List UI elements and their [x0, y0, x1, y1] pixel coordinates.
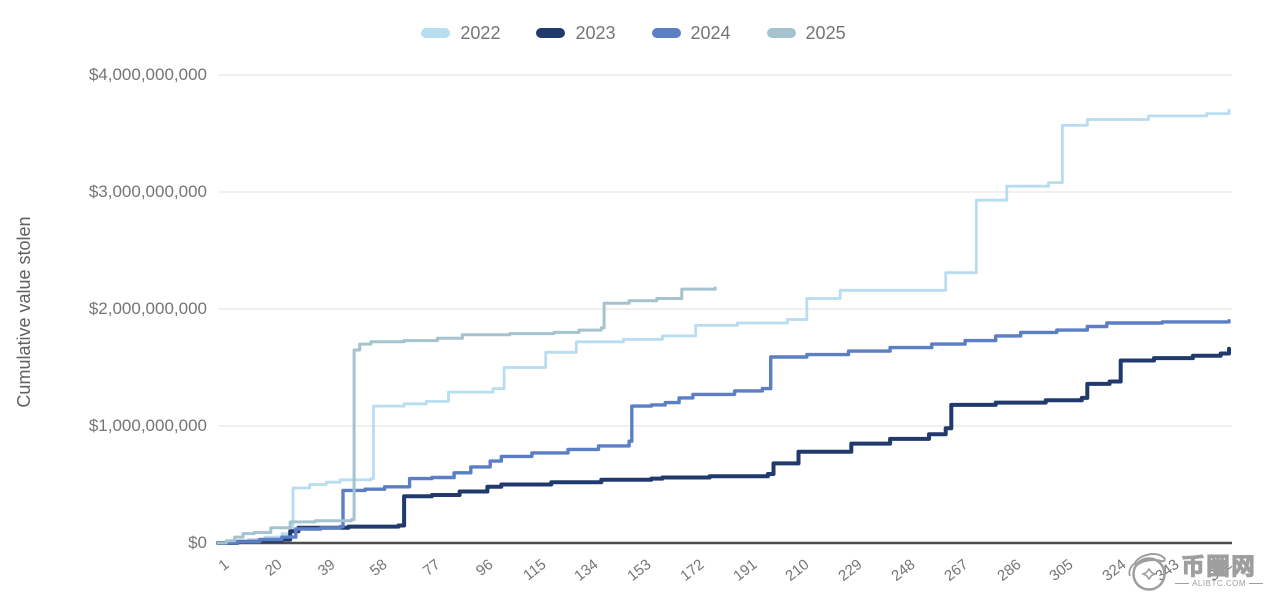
series-line-2025: [216, 286, 717, 545]
series-line-2023: [216, 346, 1231, 545]
y-tick-label: $0: [188, 533, 207, 552]
legend-label: 2025: [805, 22, 846, 43]
y-tick-label: $1,000,000,000: [88, 416, 207, 435]
legend-item-2022: 2022: [421, 23, 500, 44]
y-tick-label: $3,000,000,000: [88, 182, 207, 201]
legend-label: 2024: [690, 22, 731, 43]
legend-item-2024: 2024: [651, 22, 731, 44]
legend-swatch-icon: [651, 28, 681, 38]
legend-swatch-icon: [536, 28, 566, 38]
y-tick-label: $4,000,000,000: [88, 65, 207, 84]
y-tick-label: $2,000,000,000: [88, 299, 207, 318]
legend-swatch-icon: [766, 28, 796, 38]
legend-item-2023: 2023: [536, 22, 616, 44]
series-line-2022: [216, 108, 1231, 545]
legend-label: 2022: [460, 22, 501, 43]
chart-legend: 2022 2023 2024 2025: [0, 20, 1267, 46]
series-line-2024: [216, 319, 1231, 545]
legend-item-2025: 2025: [766, 22, 846, 44]
legend-label: 2023: [575, 22, 616, 43]
legend-swatch-icon: [421, 28, 451, 38]
